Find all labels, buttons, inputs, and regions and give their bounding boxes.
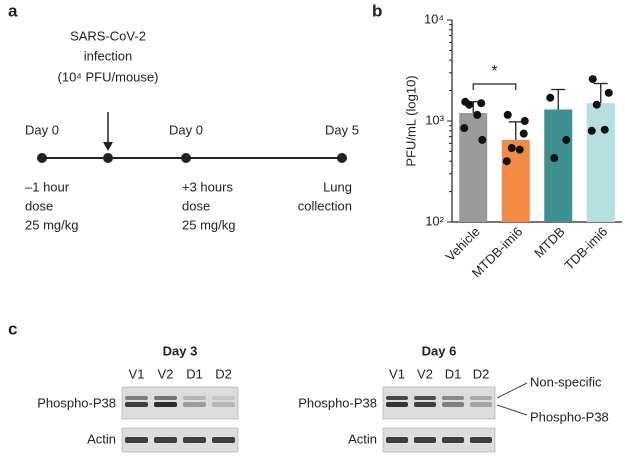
band [386, 396, 408, 400]
y-axis-label: PFU/mL (log10) [403, 75, 418, 166]
band [154, 437, 177, 443]
blots: Day 3 V1 V2 D1 D2 Phospho-P38 Actin Day 6 V1 V2 D1… [37, 343, 609, 453]
timeline: SARS-CoV-2 infection (10⁴ PFU/mouse) Day… [25, 28, 359, 232]
note: +3 hours [182, 179, 233, 194]
day-label: Day 0 [169, 122, 203, 137]
band [125, 402, 148, 407]
band [154, 402, 177, 407]
data-point [520, 117, 529, 125]
band [183, 396, 206, 400]
lane-label: D2 [215, 366, 232, 381]
data-point [592, 100, 601, 109]
bar [501, 139, 530, 222]
bar [586, 103, 615, 222]
note: –1 hour [25, 179, 70, 194]
infection-label: (10⁴ PFU/mouse) [58, 69, 159, 84]
x-tick-label: TDB-imi6 [561, 224, 610, 273]
row-label: Phospho-P38 [298, 395, 377, 410]
data-point [502, 157, 511, 166]
day-label: Day 5 [325, 122, 359, 137]
arrow-head [103, 142, 113, 151]
row-label: Actin [87, 431, 116, 446]
y-tick-label: 10⁴ [424, 11, 444, 26]
band [125, 437, 148, 443]
lane-label: D1 [186, 366, 203, 381]
lane-label: V1 [129, 366, 145, 381]
note: collection [298, 198, 352, 213]
band [442, 437, 464, 443]
lane-label: D2 [473, 366, 490, 381]
band-label: Phospho-P38 [530, 409, 609, 424]
data-point [473, 110, 482, 119]
band [414, 437, 436, 443]
band [212, 396, 235, 400]
lane-label: V1 [389, 366, 405, 381]
note: dose [182, 198, 210, 213]
bar [544, 109, 573, 222]
lane-label: V2 [158, 366, 174, 381]
data-point [562, 135, 571, 144]
blot-title: Day 3 [163, 343, 198, 358]
data-point [550, 154, 559, 163]
timeline-dot [337, 153, 347, 163]
band [386, 437, 408, 443]
data-point [519, 129, 528, 138]
note: 25 mg/kg [182, 217, 235, 232]
band [414, 396, 436, 400]
band [470, 396, 492, 400]
data-point [600, 125, 609, 134]
day-label: Day 0 [25, 122, 59, 137]
panel-label: b [372, 1, 382, 20]
blot-title: Day 6 [422, 343, 457, 358]
data-point [460, 124, 469, 133]
data-point [507, 144, 516, 153]
lane-label: D1 [445, 366, 462, 381]
band [183, 402, 206, 407]
data-point [546, 93, 555, 102]
band [470, 437, 492, 443]
band [442, 402, 464, 407]
band [212, 437, 235, 443]
y-tick-label: 10² [425, 213, 444, 228]
pointer-line [496, 382, 528, 399]
band [414, 402, 436, 407]
band-label: Non-specific [530, 374, 602, 389]
data-point [477, 99, 486, 108]
significance-label: * [491, 63, 497, 80]
data-point [478, 135, 487, 144]
band [386, 402, 408, 407]
timeline-dot [37, 153, 47, 163]
note: dose [25, 198, 53, 213]
data-point [588, 75, 597, 84]
row-label: Actin [348, 431, 377, 446]
data-point [587, 126, 596, 135]
panel-label: a [8, 1, 18, 20]
infection-label: SARS-CoV-2 [70, 28, 146, 43]
band [212, 402, 235, 407]
note: Lung [323, 179, 352, 194]
x-tick-label: MTDB [531, 224, 568, 261]
pointer-line [496, 404, 528, 416]
band [125, 396, 148, 400]
note: 25 mg/kg [25, 217, 78, 232]
data-point [503, 110, 512, 119]
infection-label: infection [84, 48, 132, 63]
band [183, 437, 206, 443]
x-tick-label: Vehicle [443, 224, 483, 264]
row-label: Phospho-P38 [37, 395, 116, 410]
panel-label: c [8, 319, 17, 338]
lane-label: V2 [417, 366, 433, 381]
significance-bracket [472, 83, 517, 90]
timeline-dot [181, 153, 191, 163]
band [154, 396, 177, 400]
timeline-dot [103, 153, 113, 163]
data-point [604, 88, 613, 97]
y-tick-label: 10³ [425, 112, 444, 127]
band [470, 402, 492, 407]
data-point [465, 100, 474, 109]
band [442, 396, 464, 400]
data-point [515, 145, 524, 154]
